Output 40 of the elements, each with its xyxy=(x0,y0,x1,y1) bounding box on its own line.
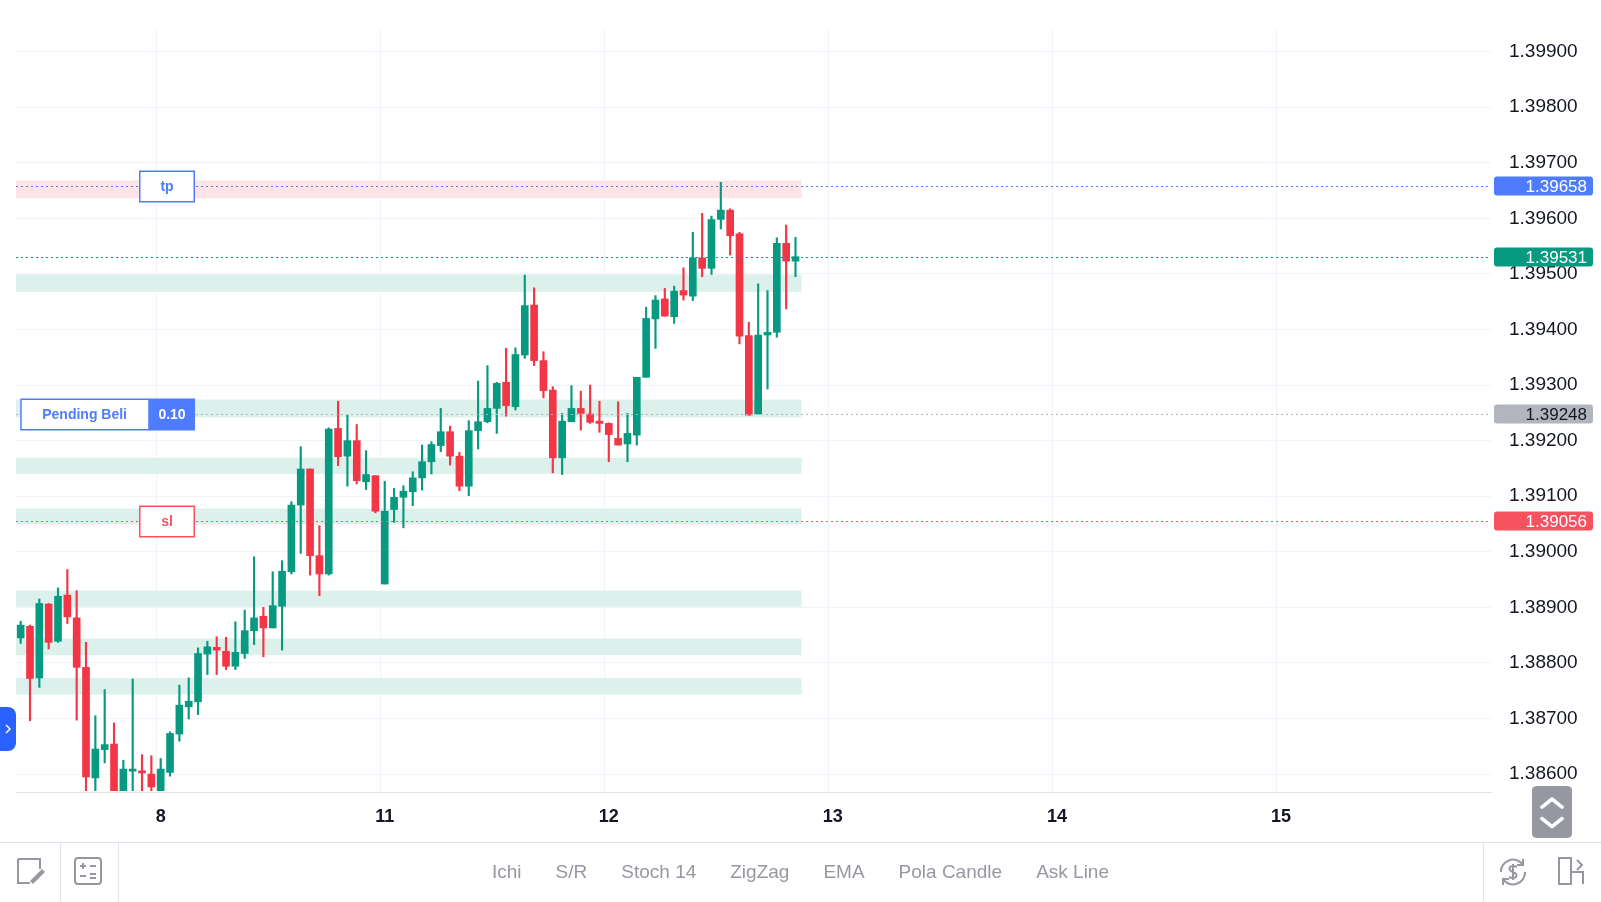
text: ZigZag xyxy=(730,861,790,883)
candlestick xyxy=(128,678,137,792)
y-tick-label: 1.39600 xyxy=(1509,206,1578,228)
annotation: sl xyxy=(161,513,173,530)
annotation: Pending Beli xyxy=(42,406,128,423)
y-tick-label: 1.38600 xyxy=(1509,762,1578,784)
y-tick-label: 1.39300 xyxy=(1509,373,1578,395)
text: Ichi xyxy=(492,861,522,883)
text: S/R xyxy=(555,861,588,883)
annotation: tp xyxy=(160,178,174,195)
text: Stoch 14 xyxy=(621,861,697,883)
candlestick xyxy=(679,267,688,301)
x-tick-label: 12 xyxy=(598,806,619,827)
text: Pola Candle xyxy=(898,861,1003,883)
x-tick-label: 8 xyxy=(155,806,166,827)
y-tick-label: 1.39400 xyxy=(1509,317,1578,339)
candlestick xyxy=(595,400,604,433)
y-tick-label: 1.39000 xyxy=(1509,540,1578,562)
candlestick xyxy=(399,485,408,529)
y-tick-label: 1.38700 xyxy=(1509,706,1578,728)
candlestick xyxy=(483,365,492,424)
y-tick-label: 1.39800 xyxy=(1509,95,1578,117)
x-tick-label: 15 xyxy=(1270,806,1291,827)
y-tick-label: 1.39700 xyxy=(1509,151,1578,173)
x-tick-label: 14 xyxy=(1046,806,1067,827)
candlestick xyxy=(623,413,632,463)
x-tick-label: 11 xyxy=(375,806,395,827)
y-tick-label: 1.38800 xyxy=(1509,651,1578,673)
y-tick-label: 1.39500 xyxy=(1509,262,1578,284)
ref-line-label: 1.39056 xyxy=(1525,512,1587,532)
x-tick-label: 13 xyxy=(822,806,843,827)
y-tick-label: 1.39200 xyxy=(1509,428,1578,450)
ref-line-label: 1.39658 xyxy=(1525,177,1587,197)
ref-line-label: 1.39248 xyxy=(1525,405,1587,425)
y-tick-label: 1.39100 xyxy=(1509,484,1578,506)
annotation: 0.10 xyxy=(158,406,186,423)
y-tick-label: 1.39900 xyxy=(1509,39,1578,61)
y-tick-label: 1.38900 xyxy=(1509,595,1578,617)
text: Ask Line xyxy=(1036,861,1109,883)
text: EMA xyxy=(823,861,865,883)
